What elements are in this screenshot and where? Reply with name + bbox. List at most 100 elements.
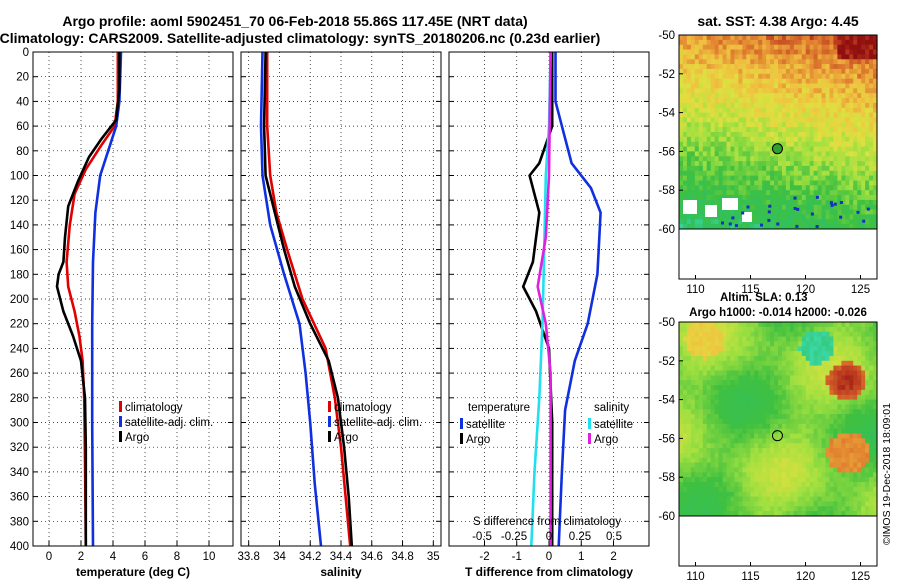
map-cell (770, 141, 775, 148)
map-cell (853, 448, 858, 454)
map-cell (837, 35, 842, 41)
cold-speck (734, 224, 738, 228)
map-cell (778, 423, 783, 430)
map-cell (829, 88, 835, 94)
map-cell (805, 68, 811, 75)
map-cell (734, 185, 739, 191)
map-cell (805, 190, 811, 196)
map-cell (793, 462, 799, 468)
map-cell (782, 214, 787, 220)
map-cell (722, 452, 728, 459)
map-cell (679, 146, 684, 152)
map-cell (726, 224, 732, 230)
map-cell (817, 54, 823, 60)
map-cell (869, 122, 874, 128)
map-cell (805, 141, 811, 148)
map-cell (690, 496, 696, 502)
map-cell (726, 380, 732, 386)
map-cell (698, 59, 704, 65)
map-cell (857, 457, 862, 464)
map-cell (817, 457, 823, 464)
map-cell (679, 102, 684, 109)
map-cell (758, 370, 763, 376)
map-cell (861, 199, 866, 206)
map-cell (770, 326, 775, 333)
map-cell (869, 365, 874, 371)
map-cell (738, 117, 743, 123)
map-cell (809, 102, 815, 109)
map-cell (730, 141, 736, 148)
map-cell (710, 511, 716, 517)
map-cell (853, 346, 858, 352)
map-cell (683, 322, 688, 328)
map-cell (722, 491, 728, 498)
map-cell (865, 506, 870, 512)
map-cell (702, 462, 708, 468)
map-cell (718, 443, 724, 449)
map-cell (738, 132, 743, 138)
map-cell (861, 467, 866, 473)
map-cell (861, 486, 866, 493)
map-cell (770, 204, 775, 211)
map-cell (702, 457, 708, 464)
sla-map-title: Altim. SLA: 0.13 (720, 292, 808, 304)
map-cell (730, 360, 736, 367)
map-cell (873, 341, 878, 347)
map-cell (766, 132, 771, 138)
map-cell (766, 117, 771, 123)
map-cell (770, 414, 775, 420)
map-cell (789, 165, 795, 172)
map-cell (683, 423, 688, 430)
map-cell (726, 336, 732, 342)
map-cell (690, 165, 696, 172)
map-cell (690, 146, 696, 152)
map-cell (829, 365, 835, 371)
map-cell (869, 170, 874, 177)
map-cell (853, 170, 858, 177)
map-cell (785, 156, 791, 162)
map-cell (679, 477, 684, 483)
map-cell (746, 385, 751, 391)
map-cell (849, 385, 854, 391)
map-cell (785, 175, 791, 181)
cold-speck (829, 201, 833, 205)
map-cell (722, 64, 728, 70)
map-cell (829, 44, 835, 51)
map-cell (718, 380, 724, 386)
map-cell (829, 73, 835, 80)
map-cell (857, 64, 862, 70)
map-cell (762, 88, 767, 94)
map-cell (861, 389, 866, 396)
map-cell (845, 443, 850, 449)
map-cell (841, 457, 846, 464)
map-cell (698, 346, 704, 352)
map-cell (774, 511, 779, 517)
map-cell (845, 199, 850, 206)
map-cell (758, 156, 763, 162)
map-cell (702, 482, 708, 488)
map-cell (821, 472, 827, 478)
map-cell (683, 161, 688, 167)
map-cell (793, 64, 799, 70)
map-cell (686, 496, 692, 502)
map-cell (861, 438, 866, 444)
map-cell (706, 49, 712, 55)
map-cell (861, 156, 866, 162)
map-cell (789, 496, 795, 502)
map-cell (813, 185, 819, 191)
map-cell (805, 404, 811, 410)
map-cell (718, 491, 724, 498)
map-cell (801, 161, 807, 167)
map-cell (706, 151, 712, 157)
map-cell (694, 452, 700, 459)
map-cell (841, 496, 846, 502)
map-cell (722, 370, 728, 376)
map-cell (829, 326, 835, 333)
map-cell (778, 491, 783, 498)
map-cell (750, 49, 755, 55)
map-cell (825, 336, 831, 342)
map-cell (683, 341, 688, 347)
map-cell (865, 385, 870, 391)
map-cell (817, 214, 823, 220)
title-line-2: Climatology: CARS2009. Satellite-adjuste… (0, 30, 600, 46)
